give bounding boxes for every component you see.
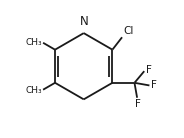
Text: Cl: Cl [123,26,134,36]
Text: CH₃: CH₃ [25,38,42,47]
Text: CH₃: CH₃ [25,86,42,95]
Text: F: F [146,66,151,75]
Text: F: F [135,99,141,109]
Text: F: F [151,80,157,90]
Text: N: N [80,15,89,28]
